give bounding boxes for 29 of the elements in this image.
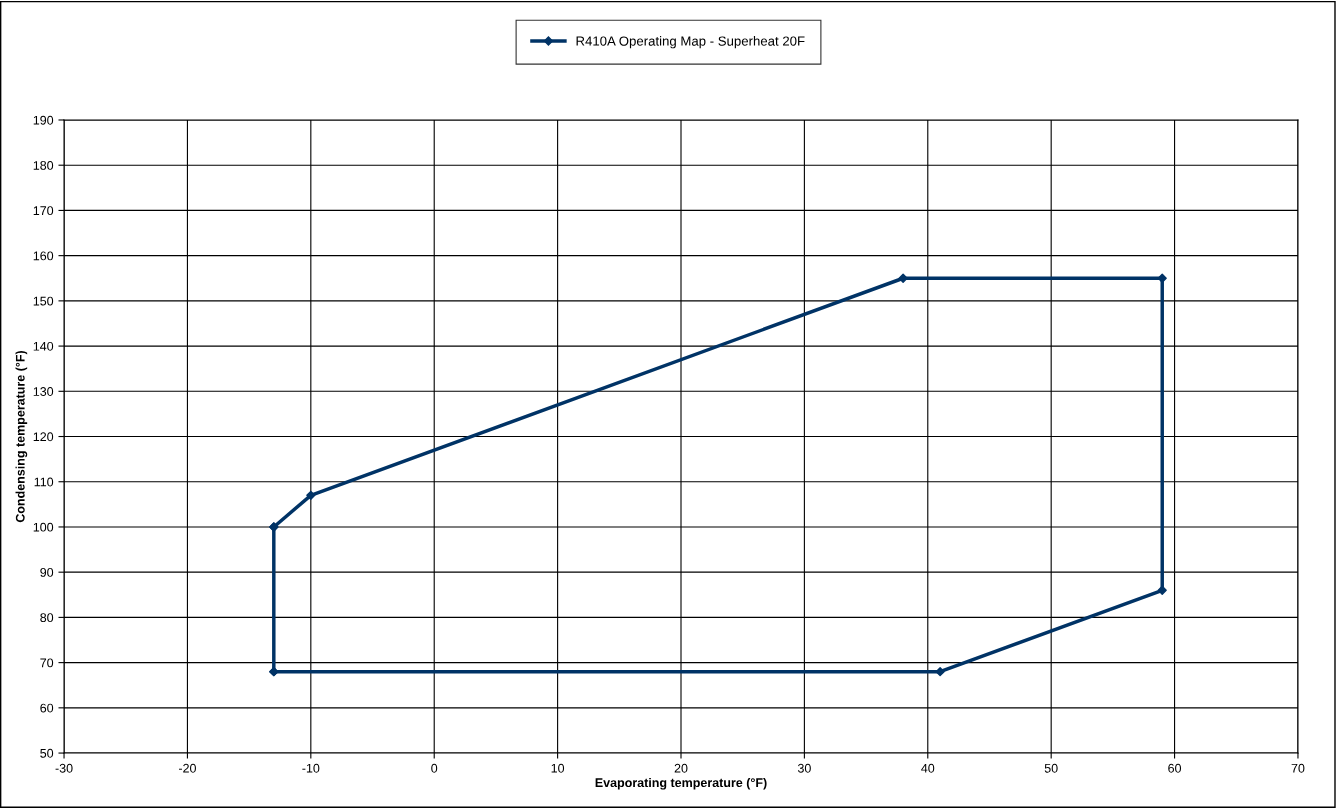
y-tick-label: 160: [33, 251, 54, 261]
x-axis-title: Evaporating temperature (°F): [595, 777, 767, 790]
y-tick-label: 150: [33, 296, 54, 306]
x-tick-label: -20: [178, 763, 196, 773]
x-tick-label: 30: [797, 763, 811, 773]
legend-label: R410A Operating Map - Superheat 20F: [576, 36, 805, 49]
y-tick-label: 130: [33, 387, 54, 396]
y-tick-label: 90: [40, 567, 54, 577]
y-tick-label: 60: [40, 703, 54, 713]
y-tick-label: 110: [34, 477, 54, 487]
y-tick-label: 190: [33, 115, 54, 125]
y-tick-label: 170: [33, 206, 54, 216]
y-tick-label: 50: [40, 748, 54, 758]
x-tick-label: 60: [1168, 763, 1182, 773]
y-tick-label: 100: [33, 522, 54, 532]
x-tick-label: -30: [55, 763, 73, 773]
y-tick-label: 140: [33, 341, 54, 351]
x-tick-label: -10: [302, 763, 320, 773]
x-tick-label: 50: [1044, 763, 1058, 773]
y-tick-label: 70: [40, 658, 54, 668]
y-tick-label: 80: [40, 613, 54, 623]
y-tick-label: 180: [33, 161, 54, 170]
y-axis-title: Condensing temperature (°F): [15, 350, 28, 523]
x-tick-label: 20: [674, 763, 688, 773]
x-tick-label: 0: [431, 763, 438, 773]
x-tick-label: 40: [921, 763, 935, 773]
y-tick-label: 120: [33, 432, 54, 442]
x-tick-label: 70: [1291, 763, 1305, 773]
x-tick-label: 10: [551, 763, 565, 773]
